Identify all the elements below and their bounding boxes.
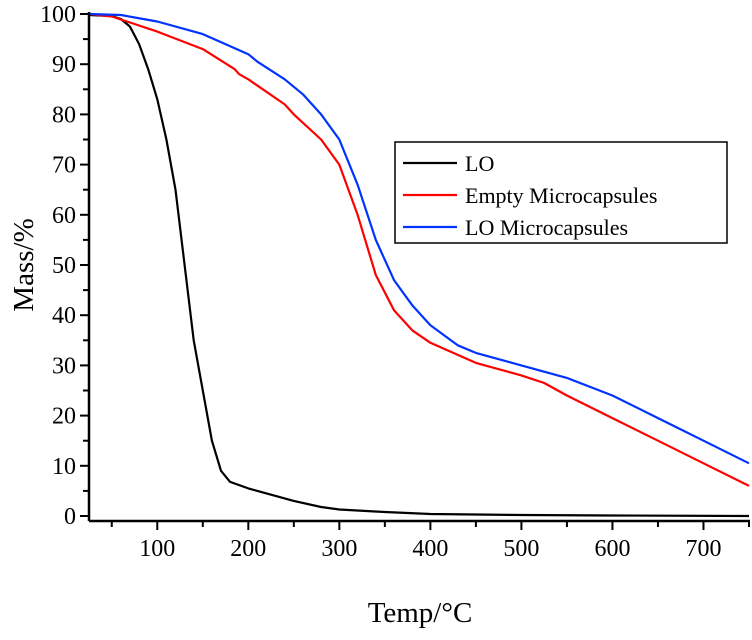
y-tick-label: 90: [52, 52, 76, 78]
x-axis-label: Temp/°C: [368, 597, 473, 629]
legend-label-1: Empty Microcapsules: [465, 183, 657, 208]
y-tick-label: 30: [52, 353, 76, 379]
legend-label-0: LO: [465, 151, 494, 176]
x-tick-label: 200: [230, 536, 266, 562]
legend-label-2: LO Microcapsules: [465, 215, 628, 240]
plot-lines: [88, 12, 750, 518]
x-tick-label: 600: [594, 536, 630, 562]
axes: 100 200 300 400 500 600 700 0 10 20 30 40 50 60 70 80 90…: [40, 2, 750, 562]
y-tick-label: 10: [52, 454, 76, 480]
y-tick-label: 100: [40, 2, 76, 28]
series-line-2: [88, 12, 750, 465]
y-tick-label: 70: [52, 153, 76, 179]
y-tick-label: 0: [64, 504, 76, 530]
x-tick-label: 100: [139, 536, 175, 562]
y-axis-label: Mass/%: [8, 218, 40, 311]
x-tick-label: 300: [321, 536, 357, 562]
series-line-0: [88, 13, 750, 518]
series-line-1: [88, 12, 750, 487]
x-tick-label: 700: [685, 536, 721, 562]
y-tick-label: 80: [52, 102, 76, 128]
y-tick-label: 40: [52, 303, 76, 329]
y-tick-label: 60: [52, 203, 76, 229]
y-tick-label: 50: [52, 253, 76, 279]
x-tick-label: 500: [503, 536, 539, 562]
y-tick-label: 20: [52, 404, 76, 430]
x-tick-label: 400: [412, 536, 448, 562]
legend: LO Empty Microcapsules LO Microcapsules: [394, 141, 728, 244]
